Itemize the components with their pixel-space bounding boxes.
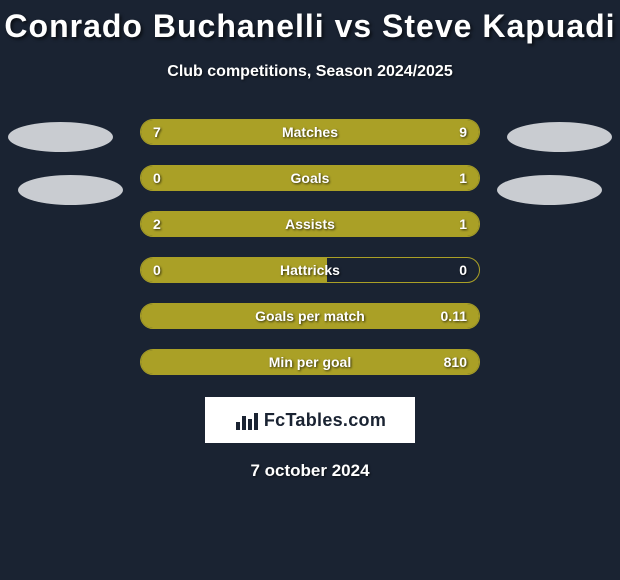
club-logo-right-2: [497, 175, 602, 205]
brand-badge[interactable]: FcTables.com: [205, 397, 415, 443]
subtitle: Club competitions, Season 2024/2025: [0, 63, 620, 81]
club-logo-left-1: [8, 122, 113, 152]
club-logo-left-2: [18, 175, 123, 205]
stat-label: Min per goal: [269, 354, 351, 370]
brand-text: FcTables.com: [264, 410, 386, 431]
stat-value-left: 2: [153, 216, 161, 232]
stat-label: Goals per match: [255, 308, 365, 324]
stat-value-left: 0: [153, 262, 161, 278]
stats-container: 7 Matches 9 0 Goals 1 2 Assists 1 0 Hattricks 0 Goal…: [0, 119, 620, 375]
date-label: 7 october 2024: [0, 461, 620, 481]
stat-row: 0 Goals 1: [140, 165, 480, 191]
page-title: Conrado Buchanelli vs Steve Kapuadi: [0, 0, 620, 45]
stat-label: Matches: [282, 124, 338, 140]
stat-value-right: 0: [459, 262, 467, 278]
stat-value-left: 7: [153, 124, 161, 140]
bar-chart-icon: [234, 408, 258, 432]
stat-row: 7 Matches 9: [140, 119, 480, 145]
stat-value-right: 1: [459, 170, 467, 186]
club-logo-right-1: [507, 122, 612, 152]
stat-value-left: 0: [153, 170, 161, 186]
stat-row: Min per goal 810: [140, 349, 480, 375]
stat-label: Goals: [291, 170, 330, 186]
stat-fill-right: [202, 166, 479, 190]
stat-row: 0 Hattricks 0: [140, 257, 480, 283]
stat-fill-left: [141, 166, 202, 190]
stat-value-right: 9: [459, 124, 467, 140]
stat-row: 2 Assists 1: [140, 211, 480, 237]
stat-label: Hattricks: [280, 262, 340, 278]
stat-fill-left: [141, 120, 289, 144]
stat-label: Assists: [285, 216, 335, 232]
stat-value-right: 1: [459, 216, 467, 232]
stat-row: Goals per match 0.11: [140, 303, 480, 329]
stat-value-right: 810: [444, 354, 467, 370]
stat-value-right: 0.11: [441, 308, 467, 324]
